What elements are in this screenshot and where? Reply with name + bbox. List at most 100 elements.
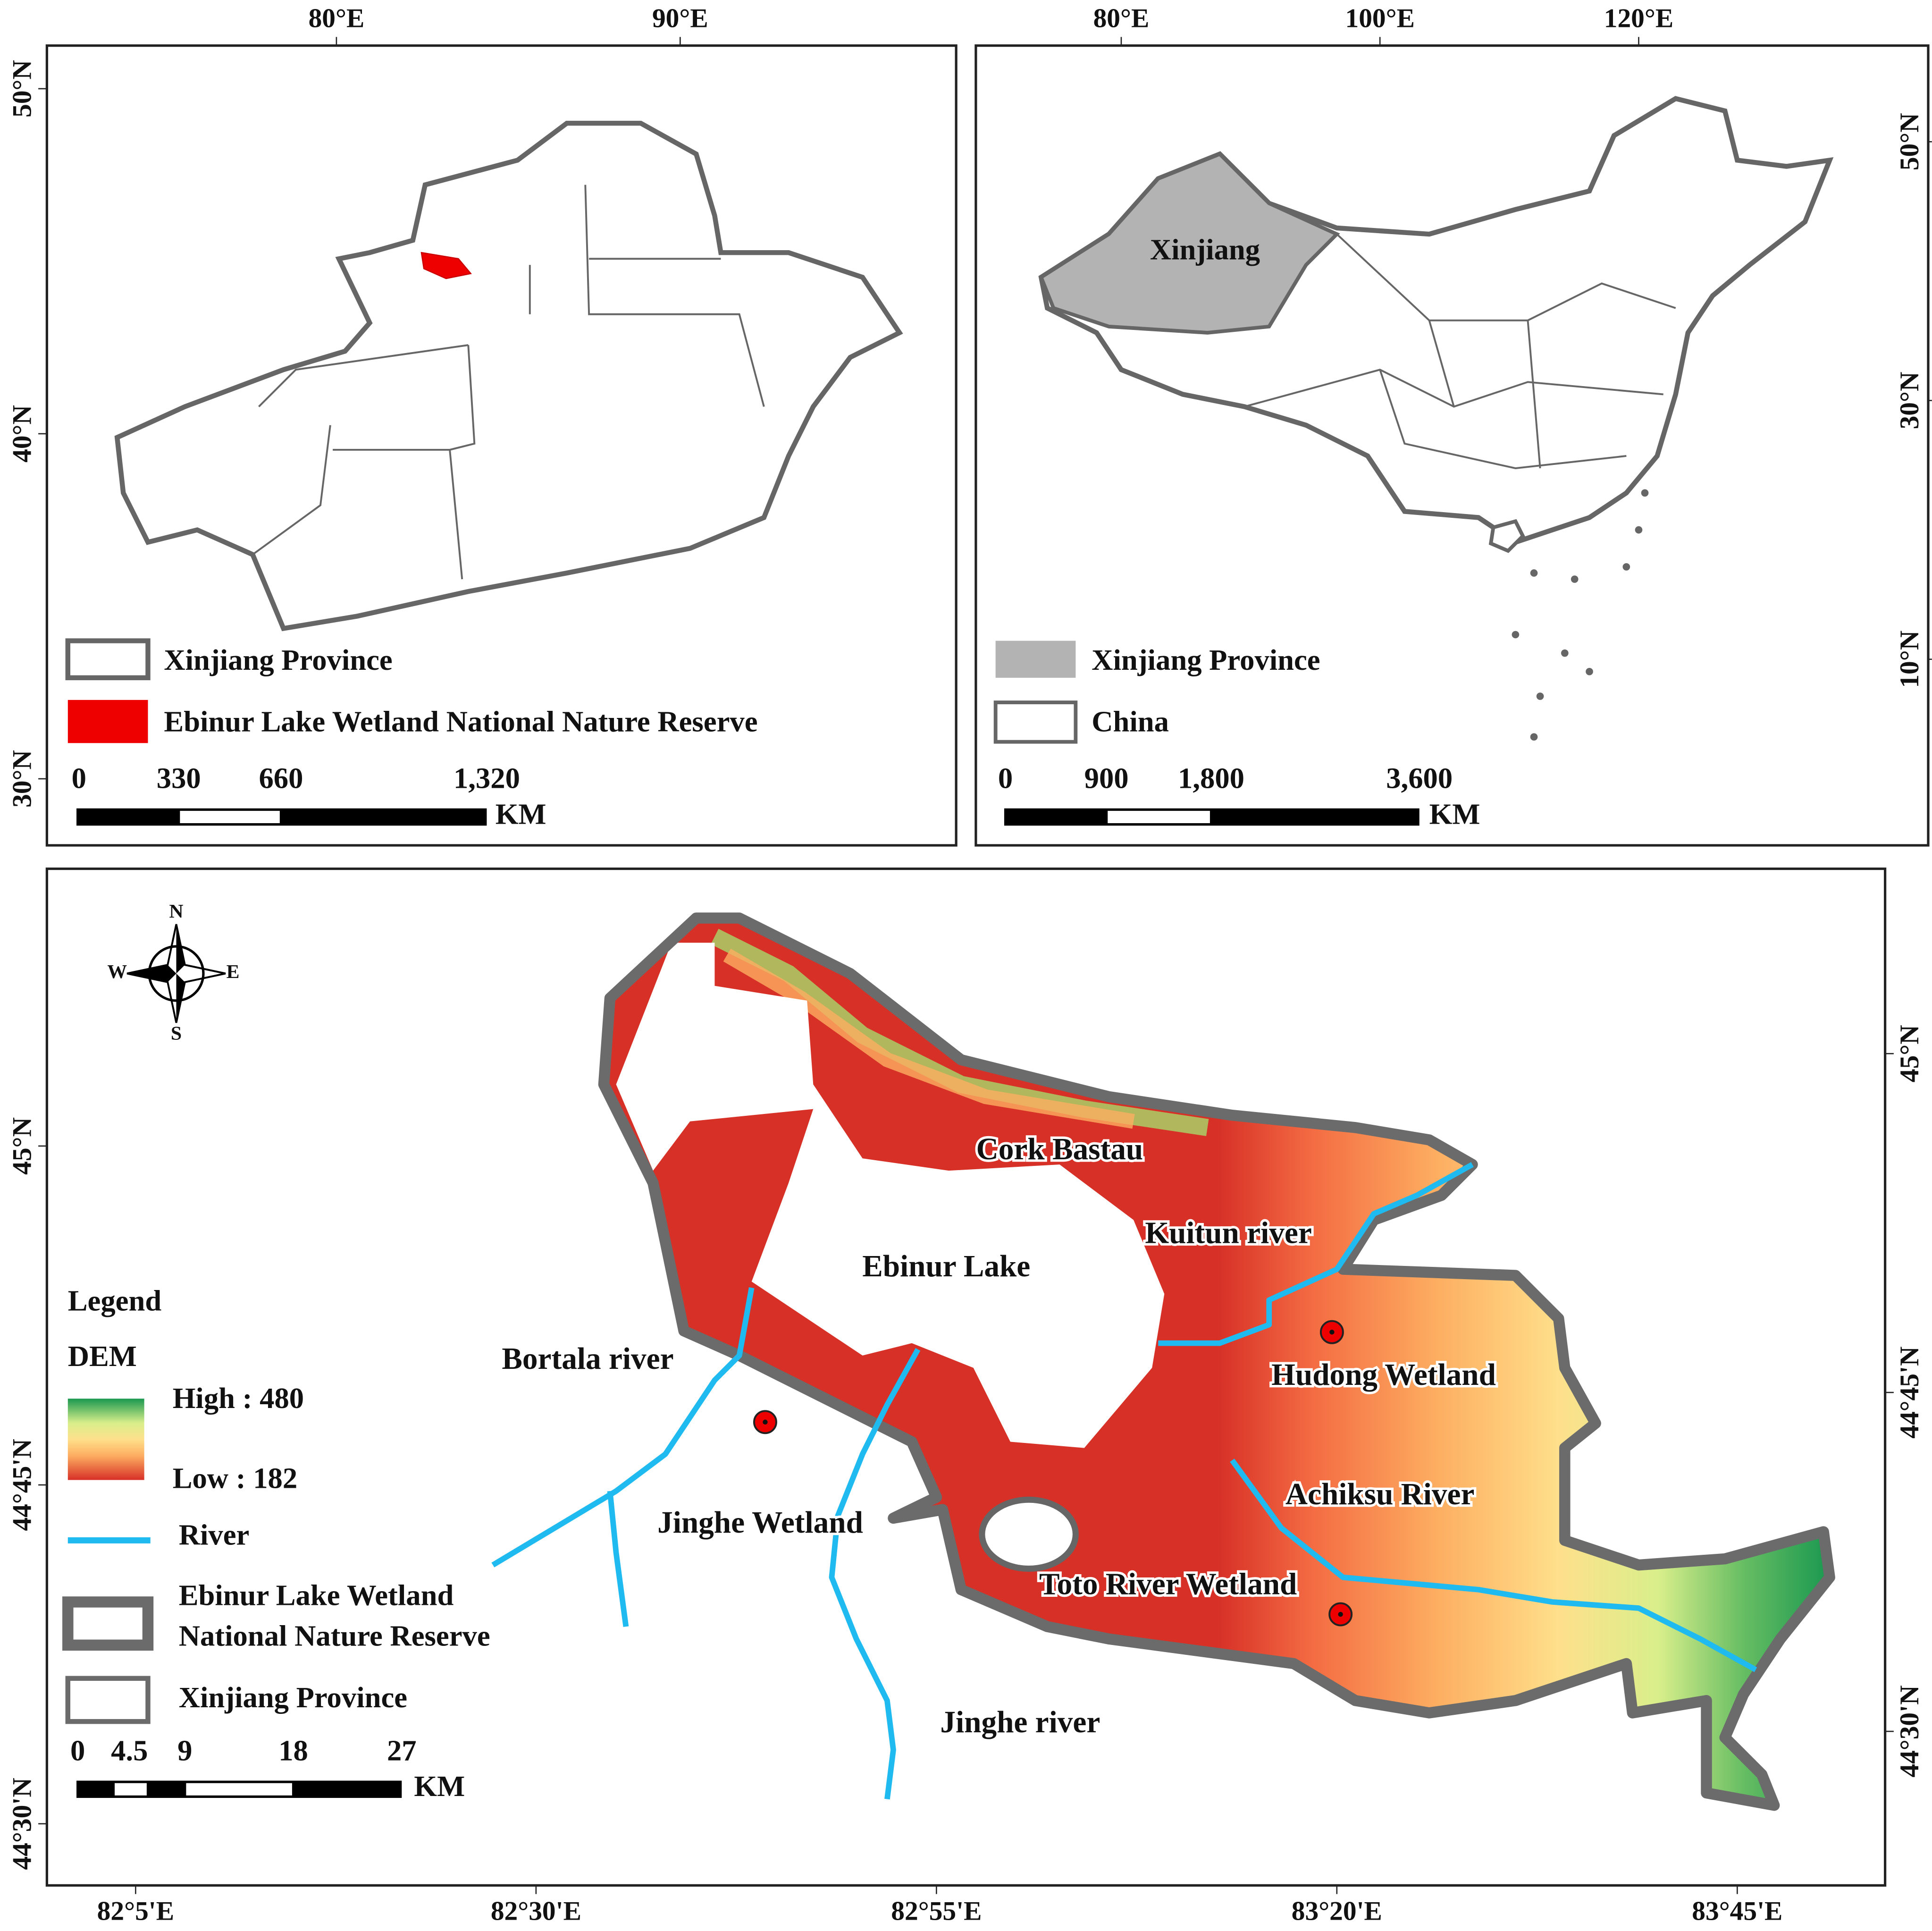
compass-letter: E (227, 961, 240, 983)
y-tick-label: 40°N (8, 405, 37, 463)
compass-letter: N (169, 901, 183, 922)
island-dot (1530, 569, 1538, 577)
y-tick-label: 45°N (1895, 1025, 1924, 1082)
scale-bar (76, 808, 487, 826)
scale-label: 0 (998, 762, 1013, 795)
place-label: Cork Bastau (976, 1132, 1143, 1166)
scale-bar-segment (186, 1783, 292, 1796)
y-tick-label: 44°30'N (1895, 1685, 1924, 1777)
island-dot (1536, 692, 1544, 700)
wetland-site-center (1329, 1329, 1335, 1335)
scale-label: 18 (278, 1734, 308, 1767)
scale-label: 1,320 (454, 762, 520, 795)
scale-label: 1,800 (1178, 762, 1244, 795)
legend-subtitle: DEM (68, 1340, 137, 1373)
scale-unit: KM (496, 797, 546, 830)
x-tick-label: 82°55'E (891, 1897, 982, 1926)
legend-label: Xinjiang Province (179, 1681, 407, 1714)
legend-label: China (1092, 705, 1169, 738)
island-dot (1561, 649, 1569, 657)
island-dot (1635, 526, 1643, 534)
scale-unit: KM (1429, 797, 1480, 830)
y-tick-label: 30°N (8, 750, 37, 808)
panel-frame (974, 44, 1930, 847)
scale-label: 660 (259, 762, 303, 795)
dem-high-ridge (723, 948, 1135, 1129)
island-dot (1571, 575, 1579, 583)
river (607, 1491, 629, 1627)
river (1158, 1162, 1474, 1346)
compass-rose (127, 924, 185, 1023)
y-tick-label: 10°N (1895, 631, 1924, 688)
scale-label: 330 (157, 762, 201, 795)
legend-label: Ebinur Lake Wetland (179, 1578, 454, 1611)
island (979, 1496, 1079, 1572)
district-boundary (584, 185, 765, 407)
reserve-location (420, 252, 472, 279)
legend-swatch (993, 700, 1078, 744)
y-tick-label: 45°N (8, 1117, 37, 1175)
compass-letter: S (171, 1023, 182, 1045)
place-label: Hudong Wetland (1271, 1358, 1496, 1392)
river (829, 1348, 921, 1800)
place-label: Ebinur Lake (862, 1249, 1030, 1283)
y-tick-label: 50°N (8, 60, 37, 118)
dem-surface (604, 918, 1830, 1805)
y-tick-label: 44°30'N (8, 1778, 37, 1870)
place-label: Toto River Wetland (1039, 1568, 1297, 1602)
province-outline (114, 120, 903, 632)
place-label: Bortala river (502, 1342, 673, 1376)
district-boundary (448, 345, 476, 580)
province-boundary (1428, 320, 1455, 407)
scale-bar (1004, 808, 1420, 826)
district-boundary (252, 425, 331, 556)
x-tick-label: 82°30'E (491, 1897, 581, 1926)
wetland-site-center (763, 1419, 768, 1425)
x-tick-label: 82°5'E (97, 1897, 174, 1926)
y-tick-label: 30°N (1895, 372, 1924, 430)
dem-ramp (67, 1399, 144, 1480)
ebinur-lake (616, 943, 1165, 1448)
province-boundary (1379, 369, 1627, 470)
river (491, 1287, 755, 1568)
scale-label: 0 (70, 1734, 85, 1767)
x-tick-label: 80°E (309, 4, 365, 34)
legend-label: National Nature Reserve (179, 1619, 490, 1653)
legend-label: River (179, 1518, 250, 1552)
scale-label: 9 (177, 1734, 192, 1767)
legend-swatch (65, 638, 151, 681)
region-label: Xinjiang (1150, 233, 1260, 266)
legend-swatch (995, 641, 1076, 678)
river (1230, 1459, 1757, 1672)
hainan-island (1488, 519, 1525, 553)
island-dot (1530, 733, 1538, 741)
x-tick-label: 83°45'E (1692, 1897, 1782, 1926)
x-tick-label: 83°20'E (1292, 1897, 1382, 1926)
legend-title: Legend (68, 1284, 162, 1317)
wetland-site-center (1338, 1611, 1343, 1617)
panel-frame (45, 44, 958, 847)
island-dot (1622, 563, 1630, 571)
place-label: Jinghe Wetland (657, 1506, 863, 1540)
scale-label: 900 (1084, 762, 1129, 795)
x-tick-label: 100°E (1345, 4, 1414, 34)
scale-label: 0 (72, 762, 86, 795)
x-tick-label: 120°E (1604, 4, 1673, 34)
district-boundary (258, 344, 469, 407)
panel-frame (45, 867, 1887, 1887)
island-dot (1641, 489, 1649, 497)
compass-ring (148, 945, 205, 1002)
legend-swatch (65, 1676, 151, 1724)
y-tick-label: 50°N (1895, 113, 1924, 170)
legend-label: High : 480 (173, 1382, 304, 1415)
x-tick-label: 90°E (652, 4, 708, 34)
scale-label: 4.5 (111, 1734, 148, 1767)
scale-bar-segment (1108, 810, 1210, 823)
legend-swatch (67, 700, 148, 743)
reserve-boundary (598, 912, 1835, 1811)
island-dot (1512, 631, 1520, 639)
place-label: Achiksu River (1285, 1477, 1475, 1511)
legend-label: Xinjiang Province (164, 643, 392, 676)
y-tick-label: 44°45'N (1895, 1346, 1924, 1438)
